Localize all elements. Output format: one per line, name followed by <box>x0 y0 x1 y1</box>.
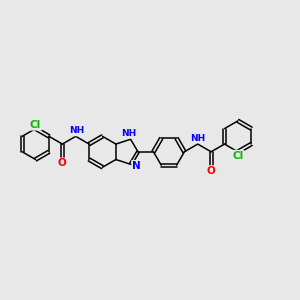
Text: O: O <box>207 166 215 176</box>
Text: Cl: Cl <box>232 151 244 160</box>
Text: NH: NH <box>69 127 84 136</box>
Text: N: N <box>132 161 141 171</box>
Text: Cl: Cl <box>30 120 41 130</box>
Text: NH: NH <box>122 129 137 138</box>
Text: NH: NH <box>190 134 206 142</box>
Text: O: O <box>58 158 67 168</box>
